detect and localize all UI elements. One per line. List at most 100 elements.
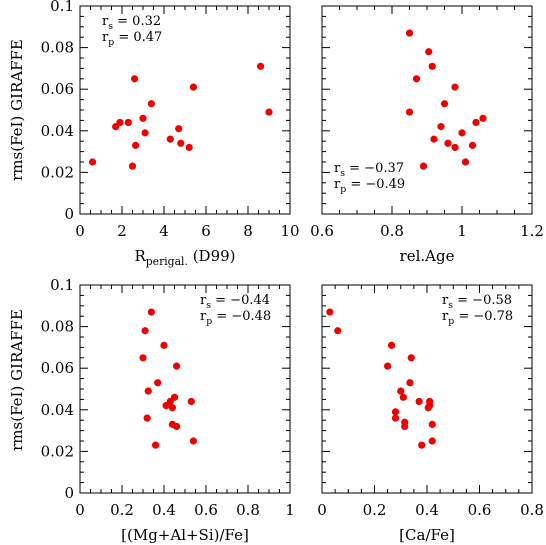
y-tick-label: 0.06 [41, 359, 74, 377]
data-point [131, 75, 139, 83]
annotation-rp: rp = −0.78 [442, 309, 513, 327]
data-point [154, 379, 162, 387]
y-tick-label: 0.06 [41, 80, 74, 98]
y-tick-label: 0.08 [41, 39, 74, 57]
x-tick-label: 0 [317, 501, 327, 519]
data-point [189, 437, 197, 445]
x-tick-label: 6 [201, 222, 211, 240]
data-point [479, 114, 487, 122]
x-tick-label: 0.4 [152, 501, 176, 519]
x-tick-label: 0.8 [520, 501, 544, 519]
data-point [185, 143, 193, 152]
y-tick-label: 0.08 [41, 318, 74, 336]
data-point [116, 118, 124, 127]
data-point [444, 139, 452, 147]
data-point [173, 422, 181, 431]
x-tick-label: 1.2 [520, 222, 544, 240]
data-point [458, 129, 466, 137]
panel-rperigal: 0 2 4 6 8 10 0 0.02 0.04 0.06 0.08 0.1 Rperigal. (D9… [41, 0, 300, 268]
data-point [175, 125, 183, 133]
x-tick-label: 0.6 [310, 222, 334, 240]
data-point [405, 29, 414, 37]
x-tick-label: 8 [243, 222, 253, 240]
x-tick-label: 10 [280, 222, 299, 240]
annotation-rs: rs = −0.44 [200, 293, 270, 311]
x-tick-label: 2 [117, 222, 127, 240]
data-point [160, 341, 168, 349]
data-point [170, 393, 179, 401]
data-point [412, 75, 421, 83]
data-point [89, 158, 97, 166]
x-tick-label: 0.8 [236, 501, 260, 519]
x-axis-label: [Ca/Fe] [399, 526, 455, 544]
data-point [132, 141, 140, 149]
data-point [397, 387, 405, 395]
y-tick-label: 0.04 [41, 401, 74, 419]
data-point [334, 327, 342, 335]
data-point [415, 397, 423, 406]
data-point [147, 100, 155, 108]
data-point [430, 135, 438, 143]
data-point [141, 327, 149, 335]
x-tick-label: 0.4 [415, 501, 439, 519]
x-axis-label: rel.Age [400, 247, 455, 265]
data-point [166, 135, 174, 143]
data-point [387, 341, 396, 349]
y-tick-label: 0 [64, 484, 74, 502]
data-point [139, 114, 147, 122]
data-point [265, 108, 273, 116]
x-tick-label: 1 [457, 222, 467, 240]
data-point [143, 414, 151, 422]
y-axis-label-top: rms(FeI) GIRAFFE [8, 39, 26, 181]
y-axis-label-bottom: rms(FeI) GIRAFFE [8, 309, 26, 451]
x-tick-label: 0.6 [194, 501, 218, 519]
data-point [189, 83, 197, 91]
data-point [437, 123, 445, 131]
y-tick-label: 0.04 [41, 122, 74, 140]
y-tick-label: 0.02 [41, 163, 74, 181]
data-point [124, 118, 132, 127]
data-point [461, 158, 470, 166]
data-point [440, 100, 449, 108]
data-point [407, 354, 415, 362]
x-tick-label: 0.2 [363, 501, 387, 519]
x-tick-label: 4 [159, 222, 169, 240]
annotation-rp: rp = −0.49 [334, 177, 405, 195]
annotation-rs: rs = 0.32 [102, 14, 161, 32]
data-point [391, 414, 400, 422]
data-point [384, 362, 392, 370]
data-point [152, 441, 160, 449]
data-point [168, 404, 176, 412]
annotation-rp: rp = −0.48 [200, 309, 271, 327]
annotation-rs: rs = −0.37 [334, 161, 404, 179]
x-tick-label: 1 [285, 501, 295, 519]
data-point [418, 441, 426, 449]
data-point [391, 408, 400, 416]
data-point [144, 387, 152, 395]
data-point [401, 418, 409, 426]
data-point [428, 62, 436, 70]
panel-mg-al-si-fe: 0 0.2 0.4 0.6 0.8 1 0 0.02 0.04 0.06 0.08 0.1 [(Mg+A… [41, 276, 295, 544]
data-point [428, 437, 436, 445]
data-point [141, 129, 149, 137]
x-tick-label: 0.6 [468, 501, 492, 519]
data-point [425, 48, 433, 56]
data-point [451, 143, 459, 152]
x-axis-label: Rperigal. (D99) [134, 247, 235, 268]
data-point [173, 362, 181, 370]
data-point [468, 141, 477, 149]
data-point [187, 397, 195, 406]
y-tick-label: 0.02 [41, 442, 74, 460]
data-point [128, 162, 137, 170]
data-point [405, 108, 414, 116]
data-point [147, 308, 155, 316]
y-tick-label: 0 [64, 205, 74, 223]
data-point [399, 393, 407, 401]
data-point [326, 308, 334, 316]
x-tick-label: 0 [75, 501, 85, 519]
data-point [451, 83, 459, 91]
y-tick-label: 0.1 [50, 0, 74, 15]
